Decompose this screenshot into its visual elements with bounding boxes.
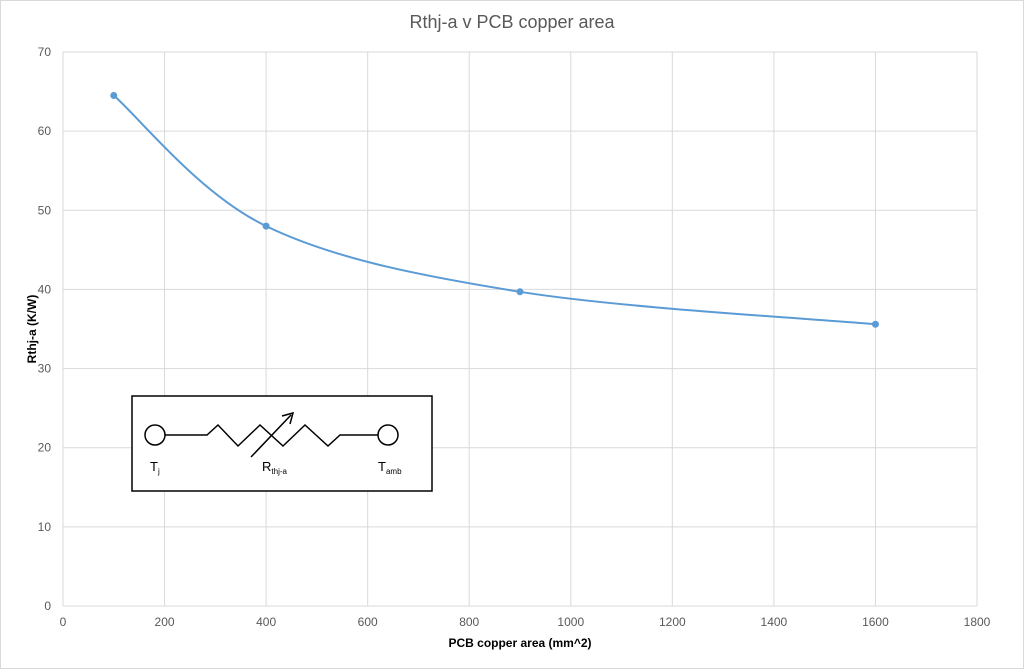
- x-tick-label: 400: [256, 615, 276, 629]
- x-tick-label: 200: [155, 615, 175, 629]
- y-tick-label: 60: [38, 124, 52, 138]
- x-tick-label: 1400: [761, 615, 788, 629]
- data-point: [516, 288, 524, 296]
- x-tick-label: 800: [459, 615, 479, 629]
- chart-title: Rthj-a v PCB copper area: [409, 12, 615, 32]
- y-tick-label: 20: [38, 441, 52, 455]
- x-tick-label: 600: [358, 615, 378, 629]
- x-tick-label: 1200: [659, 615, 686, 629]
- y-tick-label: 40: [38, 282, 52, 296]
- y-tick-label: 0: [44, 599, 51, 613]
- thermal-resistance-inset: Tj Rthj-a Tamb: [131, 395, 433, 492]
- variable-arrow: [250, 414, 292, 458]
- tj-label: Tj: [150, 459, 160, 476]
- x-axis-title: PCB copper area (mm^2): [448, 636, 591, 650]
- y-axis-title: Rthj-a (K/W): [25, 295, 39, 364]
- y-tick-label: 10: [38, 520, 52, 534]
- arrow-head-icon: [281, 411, 295, 425]
- grid: [62, 51, 978, 607]
- series-line: [113, 94, 876, 326]
- rthja-label: Rthj-a: [262, 459, 288, 476]
- y-tick-label: 50: [38, 203, 52, 217]
- data-point: [871, 320, 879, 328]
- x-tick-label: 0: [60, 615, 67, 629]
- x-tick-label: 1000: [557, 615, 584, 629]
- tick-labels: 0 10 20 30 40 50 60 70 0 200 400 600 800 1000 1200 1400…: [38, 45, 991, 629]
- series-points: [110, 92, 879, 328]
- data-point: [110, 92, 118, 100]
- y-tick-label: 70: [38, 45, 52, 59]
- x-tick-label: 1800: [964, 615, 991, 629]
- y-tick-label: 30: [38, 362, 52, 376]
- tamb-label: Tamb: [378, 459, 402, 476]
- data-point: [262, 222, 270, 230]
- x-tick-label: 1600: [862, 615, 889, 629]
